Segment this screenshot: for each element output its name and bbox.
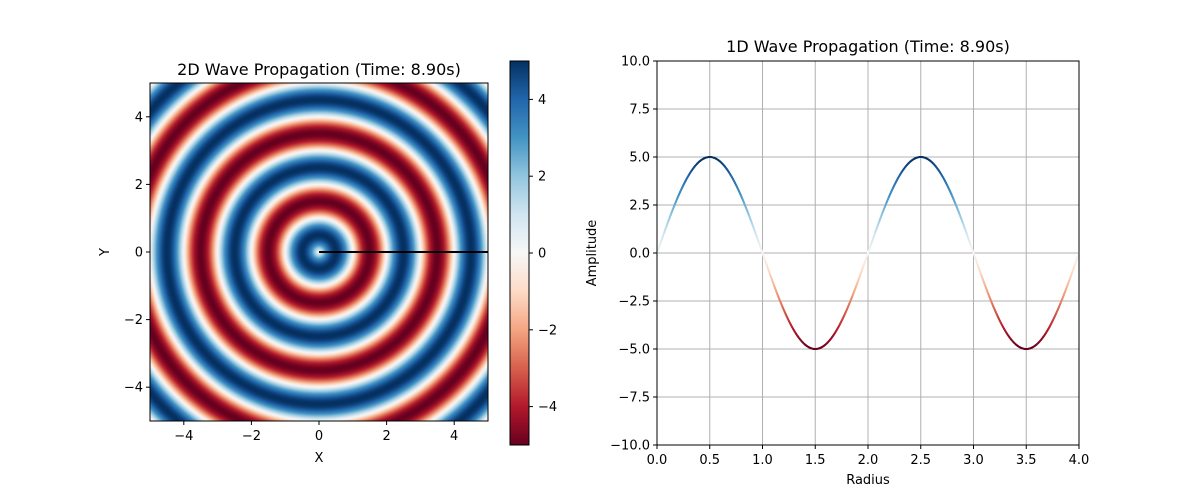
heatmap-plot-area (150, 83, 488, 421)
line-y-ticks: −10.0 −7.5 −5.0 −2.5 0.0 2.5 5.0 7.5 10.0 (610, 55, 657, 454)
heatmap-y-tick-label: 2 (135, 178, 143, 193)
heatmap-y-ticks: −4 −2 0 2 4 (124, 110, 150, 396)
line-y-tick-label: −10.0 (610, 439, 650, 454)
heatmap-x-tick-label: −2 (242, 429, 261, 444)
heatmap-panel: 2D Wave Propagation (Time: 8.90s) −4 −2 0 2… (98, 60, 557, 466)
line-panel: 1D Wave Propagation (Time: 8.90s) 0.0 0.5… (585, 37, 1089, 488)
line-x-tick-label: 2.0 (858, 453, 879, 468)
heatmap-x-tick-label: 2 (382, 429, 390, 444)
heatmap-y-axis-label: Y (98, 248, 113, 257)
line-x-tick-label: 1.0 (752, 453, 773, 468)
line-x-tick-label: 3.5 (1016, 453, 1037, 468)
line-x-tick-label: 4.0 (1069, 453, 1090, 468)
line-y-tick-label: 5.0 (629, 151, 650, 166)
heatmap-y-tick-label: 0 (135, 246, 143, 261)
heatmap-y-tick-label: 4 (135, 110, 143, 125)
line-y-tick-label: 7.5 (629, 103, 650, 118)
heatmap-x-axis-label: X (315, 451, 324, 466)
line-y-tick-label: −7.5 (618, 391, 650, 406)
line-series (657, 156, 1079, 350)
heatmap-x-tick-label: −4 (174, 429, 193, 444)
colorbar-tick-label: 4 (538, 93, 546, 108)
line-x-tick-label: 3.0 (963, 453, 984, 468)
heatmap-x-tick-label: 4 (450, 429, 458, 444)
line-x-tick-label: 0.0 (647, 453, 668, 468)
line-chart-title: 1D Wave Propagation (Time: 8.90s) (726, 37, 1010, 56)
line-x-tick-label: 0.5 (699, 453, 720, 468)
heatmap-y-tick-label: −2 (124, 313, 143, 328)
colorbar-ticks: −4 −2 0 2 4 (529, 93, 557, 415)
line-y-tick-label: 10.0 (621, 55, 650, 70)
line-x-tick-label: 2.5 (910, 453, 931, 468)
line-x-ticks: 0.0 0.5 1.0 1.5 2.0 2.5 3.0 3.5 4.0 (647, 445, 1090, 468)
colorbar-tick-label: 2 (538, 170, 546, 185)
line-y-axis-label: Amplitude (585, 220, 600, 287)
line-x-axis-label: Radius (846, 473, 890, 488)
line-y-tick-label: −2.5 (618, 295, 650, 310)
line-y-tick-label: 0.0 (629, 247, 650, 262)
colorbar-tick-label: −2 (538, 323, 557, 338)
heatmap-x-ticks: −4 −2 0 2 4 (174, 421, 458, 444)
line-y-tick-label: −5.0 (618, 343, 650, 358)
heatmap-x-tick-label: 0 (315, 429, 323, 444)
line-x-tick-label: 1.5 (805, 453, 826, 468)
colorbar (509, 60, 530, 446)
heatmap-y-tick-label: −4 (124, 381, 143, 396)
heatmap-title: 2D Wave Propagation (Time: 8.90s) (177, 60, 461, 79)
colorbar-tick-label: 0 (538, 247, 546, 262)
colorbar-tick-label: −4 (538, 400, 557, 415)
line-y-tick-label: 2.5 (629, 199, 650, 214)
